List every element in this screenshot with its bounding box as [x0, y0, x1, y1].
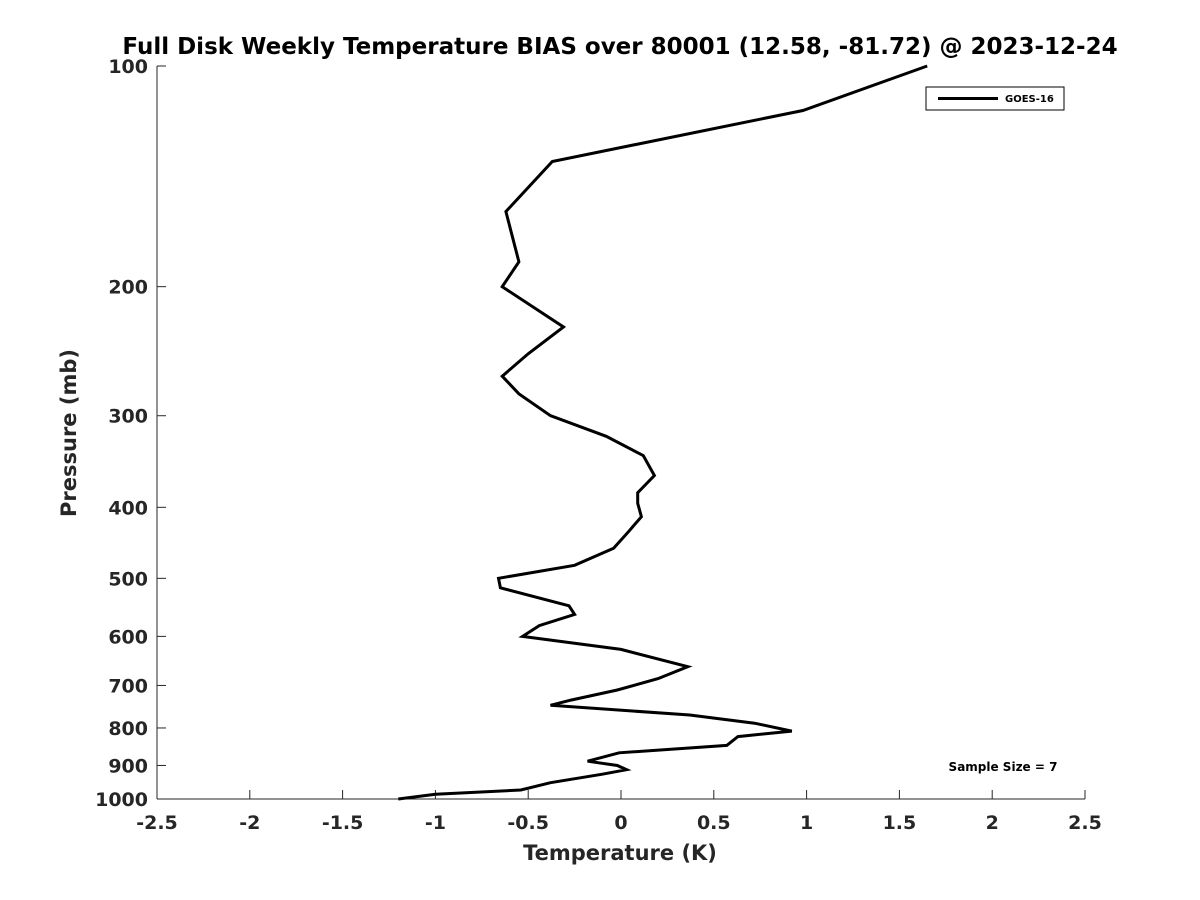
legend: GOES-16: [925, 86, 1065, 111]
y-tick-label: 500: [108, 568, 148, 590]
x-tick-label: -1: [425, 812, 446, 834]
x-axis-ticks: -2.5 -2 -1.5 -1 -0.5 0 0.5 1 1.5 2 2.5: [136, 790, 1102, 834]
x-tick-label: 2.5: [1068, 812, 1102, 834]
y-axis-label: Pressure (mb): [57, 349, 81, 517]
y-tick-label: 800: [108, 718, 148, 740]
chart-title: Full Disk Weekly Temperature BIAS over 8…: [122, 34, 1117, 60]
y-tick-label: 1000: [95, 789, 148, 811]
x-tick-label: 0: [614, 812, 627, 834]
x-tick-label: 1: [800, 812, 813, 834]
x-tick-label: -0.5: [507, 812, 549, 834]
series-layer: [398, 64, 928, 801]
x-tick-label: -2: [239, 812, 260, 834]
x-tick-label: 2: [986, 812, 999, 834]
y-tick-label: 300: [108, 406, 148, 428]
y-axis-ticks: 100 200 300 400 500 600 700 800 900 1000: [95, 56, 166, 811]
x-tick-label: 1.5: [883, 812, 917, 834]
x-tick-label: -2.5: [136, 812, 178, 834]
sample-size-annotation: Sample Size = 7: [949, 760, 1058, 774]
plot-area: [157, 66, 1085, 799]
x-tick-label: 0.5: [697, 812, 731, 834]
series-line-goes-16: [398, 64, 928, 801]
y-tick-label: 600: [108, 626, 148, 648]
x-tick-label: -1.5: [322, 812, 364, 834]
y-tick-label: 200: [108, 277, 148, 299]
y-tick-label: 100: [108, 56, 148, 78]
legend-label-goes-16: GOES-16: [1005, 94, 1054, 105]
y-tick-label: 700: [108, 675, 148, 697]
y-tick-label: 900: [108, 755, 148, 777]
y-tick-label: 400: [108, 497, 148, 519]
x-axis-label: Temperature (K): [523, 841, 717, 865]
